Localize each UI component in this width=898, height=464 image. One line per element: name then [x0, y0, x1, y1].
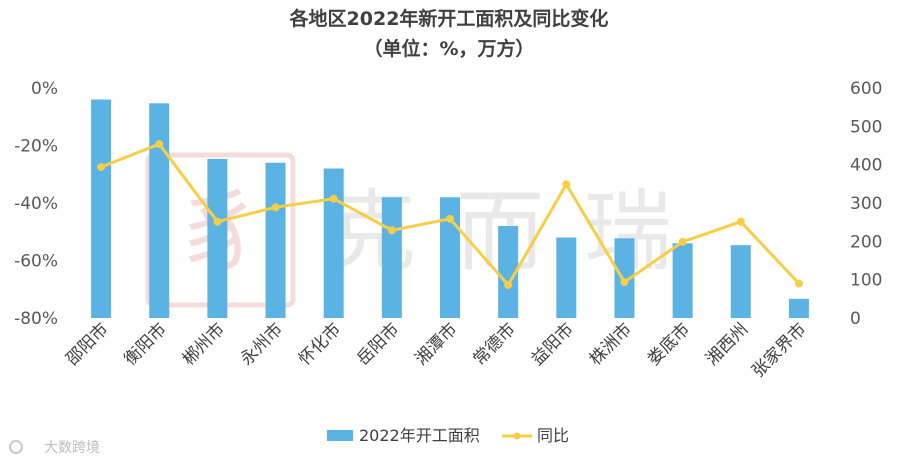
line-point [794, 279, 803, 288]
footer-watermark-text: 大数跨境 [44, 440, 100, 456]
line-point [387, 226, 396, 235]
bar [556, 237, 577, 318]
y-left-tick-label: 0% [31, 79, 58, 99]
x-tick-label: 益阳市 [528, 319, 578, 369]
x-tick-label: 邵阳市 [62, 319, 112, 369]
y-left-tick-label: -60% [14, 252, 58, 272]
bar [730, 245, 751, 318]
y-right-tick-label: 400 [850, 156, 882, 176]
line-series [97, 140, 803, 289]
line-point [446, 214, 454, 223]
x-tick-label: 衡阳市 [121, 319, 171, 369]
x-tick-label: 永州市 [237, 319, 287, 369]
y-right-tick-label: 600 [850, 79, 882, 99]
y-right-tick-label: 500 [850, 117, 882, 137]
bar [498, 226, 519, 318]
x-tick-label: 郴州市 [179, 319, 229, 369]
y-left-tick-label: -40% [14, 194, 58, 214]
bar [788, 298, 809, 318]
bar [207, 158, 228, 318]
footer-watermark: 大数跨境 [9, 440, 100, 456]
chart-title: 各地区2022年新开工面积及同比变化 [289, 8, 609, 30]
footer-logo-icon [9, 440, 23, 454]
y-left-tick-label: -20% [14, 137, 58, 157]
line-point [678, 237, 687, 246]
bar [265, 162, 286, 318]
x-tick-label: 湘潭市 [411, 319, 461, 369]
bar [323, 168, 344, 318]
x-tick-label: 岳阳市 [353, 319, 403, 369]
line-point [97, 163, 106, 172]
line-point [271, 203, 280, 212]
x-tick-label: 娄底市 [644, 319, 694, 369]
bar [672, 243, 693, 318]
y-right-tick-label: 0 [850, 309, 861, 329]
bar [91, 99, 112, 318]
y-right-tick-label: 200 [850, 232, 882, 252]
legend[interactable]: 2022年开工面积 同比 [327, 426, 569, 445]
line-point [155, 140, 164, 149]
line-point [213, 217, 222, 226]
bar [381, 197, 402, 318]
bar [440, 197, 460, 318]
x-tick-label: 怀化市 [295, 319, 345, 369]
legend-bar-swatch [327, 430, 353, 441]
chart-subtitle: （单位：%，万方） [363, 38, 535, 60]
line-point [504, 280, 513, 289]
legend-line-marker [513, 432, 521, 440]
x-tick-label: 株洲市 [586, 319, 636, 369]
legend-bar-label: 2022年开工面积 [359, 426, 480, 445]
y-left-tick-label: -80% [14, 309, 58, 329]
y-right-tick-label: 100 [850, 271, 882, 291]
y-right-tick-label: 300 [850, 194, 882, 214]
x-tick-label: 张家界市 [748, 319, 810, 381]
line-point [736, 217, 745, 226]
line-point [620, 278, 629, 287]
bar-series [91, 99, 809, 318]
bar [149, 103, 170, 318]
x-tick-label: 湘西州 [702, 319, 752, 369]
line-point [562, 180, 571, 189]
line-point [329, 194, 338, 203]
axes: 0% -20% -40% -60% -80% 600 500 400 300 200 100 0 [14, 79, 882, 329]
x-tick-label: 常德市 [469, 319, 519, 369]
legend-line-label: 同比 [537, 426, 569, 445]
